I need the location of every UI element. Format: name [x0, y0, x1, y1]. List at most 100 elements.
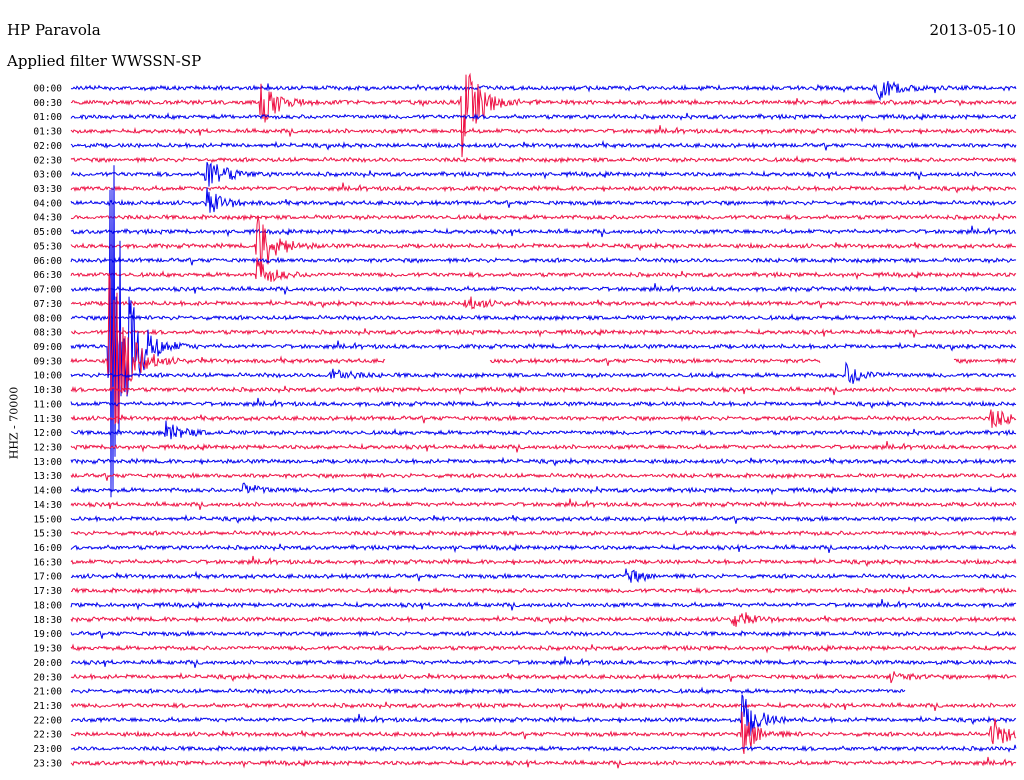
seismic-trace — [70, 80, 1017, 102]
seismic-trace — [70, 187, 1017, 213]
seismic-trace — [70, 225, 1017, 238]
seismic-trace — [70, 756, 1017, 769]
row-time-label: 19:00 — [33, 629, 62, 640]
row-time-label: 07:30 — [33, 299, 62, 310]
seismic-trace — [70, 441, 1017, 453]
seismic-trace — [70, 656, 1017, 668]
seismic-trace — [70, 296, 1017, 310]
row-time-label: 16:00 — [33, 543, 62, 554]
row-time-label: 10:00 — [33, 371, 62, 382]
seismic-trace — [70, 397, 1017, 410]
seismic-trace — [70, 671, 1017, 684]
seismic-trace — [70, 498, 1017, 510]
row-time-label: 22:30 — [33, 730, 62, 741]
row-time-label: 04:00 — [33, 198, 62, 209]
seismic-trace — [70, 555, 1017, 568]
row-time-label: 19:30 — [33, 644, 62, 655]
row-time-label: 01:00 — [33, 112, 62, 123]
seismic-trace — [70, 72, 1017, 158]
row-time-label: 14:00 — [33, 486, 62, 497]
seismic-trace — [70, 283, 1017, 295]
row-time-label: 05:00 — [33, 227, 62, 238]
row-time-label: 13:30 — [33, 471, 62, 482]
row-time-label: 18:00 — [33, 600, 62, 611]
seismic-trace — [70, 472, 1017, 481]
row-time-label: 06:00 — [33, 256, 62, 267]
seismic-trace — [70, 694, 1017, 736]
seismic-trace — [70, 273, 1017, 425]
seismic-trace — [70, 599, 1017, 611]
row-time-label: 20:30 — [33, 672, 62, 683]
row-time-label: 21:00 — [33, 687, 62, 698]
seismic-trace — [70, 112, 1017, 123]
row-time-label: 02:00 — [33, 141, 62, 152]
row-time-label: 07:00 — [33, 285, 62, 296]
row-time-label: 11:30 — [33, 414, 62, 425]
seismic-trace — [70, 256, 1017, 266]
row-time-label: 22:00 — [33, 715, 62, 726]
seismic-trace — [70, 420, 1017, 440]
row-time-label: 03:00 — [33, 170, 62, 181]
seismic-trace — [70, 125, 1017, 137]
row-time-label: 14:30 — [33, 500, 62, 511]
row-time-label: 23:30 — [33, 758, 62, 769]
seismic-trace — [70, 327, 1017, 338]
row-time-label: 08:00 — [33, 313, 62, 324]
seismic-trace — [70, 686, 906, 696]
seismic-trace — [70, 361, 1017, 384]
seismic-trace — [70, 165, 1017, 498]
seismic-trace — [70, 612, 1017, 627]
station-title: HP Paravola — [7, 21, 101, 39]
row-time-label: 00:30 — [33, 98, 62, 109]
row-time-label: 09:30 — [33, 356, 62, 367]
row-time-label: 23:00 — [33, 744, 62, 755]
seismic-trace — [70, 182, 1017, 194]
row-time-label: 10:30 — [33, 385, 62, 396]
seismic-trace — [70, 139, 1017, 151]
seismic-trace — [70, 744, 1017, 753]
seismic-trace — [70, 257, 1017, 282]
row-time-label: 12:00 — [33, 428, 62, 439]
row-time-label: 17:30 — [33, 586, 62, 597]
row-time-label: 01:30 — [33, 127, 62, 138]
row-time-label: 12:30 — [33, 443, 62, 454]
seismic-trace — [70, 514, 1017, 524]
row-time-label: 05:30 — [33, 241, 62, 252]
row-time-label: 17:00 — [33, 572, 62, 583]
seismic-trace — [70, 162, 1017, 187]
seismic-trace — [70, 643, 1017, 654]
seismic-trace — [70, 528, 1017, 538]
seismic-trace — [70, 212, 1017, 222]
seismic-trace — [70, 482, 1017, 496]
row-time-label: 09:00 — [33, 342, 62, 353]
seismic-trace — [70, 629, 1017, 639]
row-time-label: 13:00 — [33, 457, 62, 468]
row-time-label: 11:00 — [33, 399, 62, 410]
seismic-trace — [70, 711, 1017, 754]
seismic-trace — [70, 385, 1016, 396]
seismic-trace — [70, 313, 1017, 322]
filter-label: Applied filter WWSSN-SP — [7, 52, 202, 70]
seismic-trace — [70, 456, 1017, 467]
row-time-label: 00:00 — [33, 84, 62, 95]
seismic-trace — [70, 409, 1017, 428]
row-time-label: 08:30 — [33, 328, 62, 339]
seismic-trace — [70, 701, 1017, 712]
row-time-label: 21:30 — [33, 701, 62, 712]
seismic-trace — [70, 155, 1017, 164]
row-time-label: 15:30 — [33, 529, 62, 540]
seismic-trace — [70, 585, 1017, 595]
date-label: 2013-05-10 — [929, 21, 1016, 39]
seismic-trace — [70, 543, 1017, 554]
row-time-label: 03:30 — [33, 184, 62, 195]
row-time-label: 16:30 — [33, 557, 62, 568]
seismic-trace — [70, 568, 1017, 583]
row-time-label: 04:30 — [33, 213, 62, 224]
row-time-label: 15:00 — [33, 514, 62, 525]
row-time-label: 18:30 — [33, 615, 62, 626]
seismic-trace — [70, 216, 1016, 277]
row-time-label: 06:30 — [33, 270, 62, 281]
row-time-label: 02:30 — [33, 155, 62, 166]
row-time-label: 20:00 — [33, 658, 62, 669]
